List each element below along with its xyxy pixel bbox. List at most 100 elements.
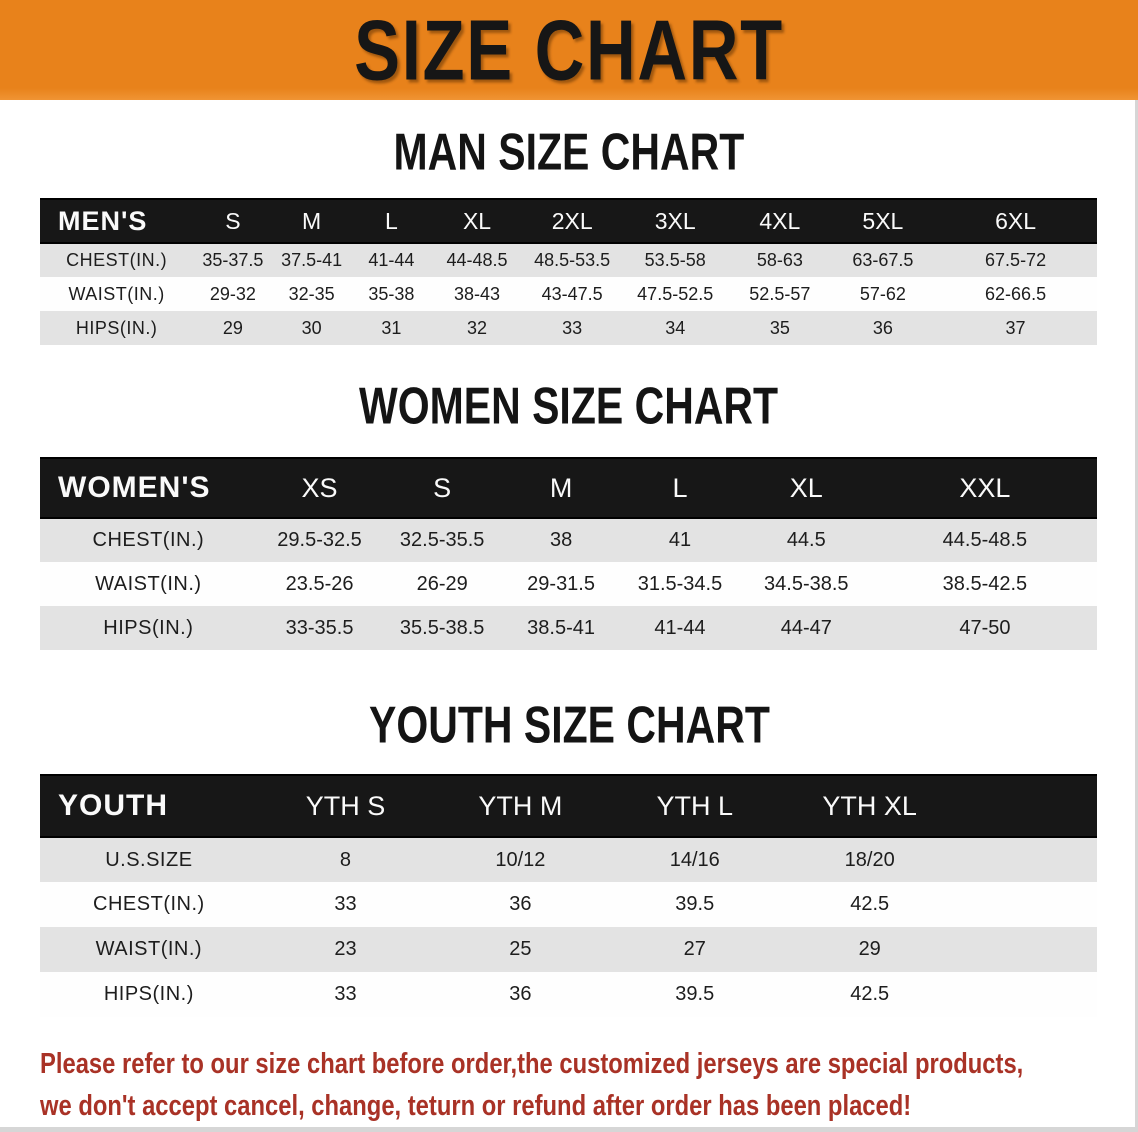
size-value: 31 (381, 317, 402, 338)
size-value: 36 (509, 983, 532, 1005)
size-value: 38-43 (454, 283, 501, 304)
table-row: HIPS(IN.) 33 36 39.5 42.5 (40, 972, 1097, 1017)
measurement-row-label: HIPS(IN.) (75, 317, 158, 338)
size-table: MEN'S S M L XL 2XL 3XL 4XL 5XL 6XL CHEST(IN.) 35-37… (40, 198, 1097, 345)
size-value: 63-67.5 (852, 250, 914, 270)
youth-section-heading: YOUTH SIZE CHART (0, 696, 1138, 754)
women-section-heading: WOMEN SIZE CHART (0, 377, 1138, 435)
size-value: 39.5 (675, 893, 715, 915)
filler-cell (957, 927, 1097, 972)
table-row: WAIST(IN.) 23 25 27 29 (40, 927, 1097, 972)
size-value: 36 (872, 317, 893, 338)
women-size-table: WOMEN'S XS S M L XL XXL CHEST(IN.) 29.5-32.5 32.5… (40, 457, 1097, 650)
size-column-header: M (272, 198, 351, 244)
size-value: 32.5-35.5 (399, 529, 485, 551)
size-column-header: S (382, 457, 502, 519)
size-value: 42.5 (850, 983, 890, 1005)
size-table: WOMEN'S XS S M L XL XXL CHEST(IN.) 29.5-32.5 32.5… (40, 457, 1097, 650)
table-title-cell: WOMEN'S (40, 457, 257, 519)
size-value: 53.5-58 (644, 250, 706, 270)
banner-title: SIZE CHART (354, 1, 784, 98)
measurement-row-label: U.S.SIZE (105, 848, 193, 871)
size-column-header: XL (432, 198, 522, 244)
size-value: 8 (339, 848, 352, 871)
men-section-heading: MAN SIZE CHART (0, 123, 1138, 181)
table-header-row: YOUTH YTH S YTH M YTH L YTH XL (40, 774, 1097, 838)
size-value: 38.5-41 (527, 616, 595, 639)
table-row: CHEST(IN.) 33 36 39.5 42.5 (40, 882, 1097, 927)
size-column-header: YTH S (257, 774, 434, 838)
measurement-row-label: WAIST(IN.) (95, 572, 202, 595)
size-value: 47.5-52.5 (637, 283, 714, 304)
youth-size-table: YOUTH YTH S YTH M YTH L YTH XL U.S.SIZE 8 10/12… (40, 774, 1097, 1017)
measurement-row-label: CHEST(IN.) (92, 529, 205, 551)
size-column-header: L (350, 198, 433, 244)
size-column-header: YTH L (607, 774, 782, 838)
size-column-header: XS (256, 457, 383, 519)
size-column-header: 5XL (831, 198, 935, 244)
size-value: 31.5-34.5 (637, 572, 723, 595)
size-value: 33 (334, 893, 357, 915)
size-value: 52.5-57 (749, 283, 811, 304)
size-value: 29-31.5 (527, 572, 595, 595)
size-value: 32-35 (288, 283, 335, 304)
size-value: 14/16 (669, 848, 720, 871)
measurement-row-label: WAIST(IN.) (95, 938, 203, 960)
size-value: 10/12 (495, 848, 546, 871)
size-value: 34 (665, 317, 686, 338)
table-row: HIPS(IN.) 29 30 31 32 33 34 35 36 37 (40, 311, 1097, 345)
size-value: 30 (301, 317, 322, 338)
size-value: 44-48.5 (446, 250, 508, 270)
size-value: 47-50 (959, 616, 1011, 639)
size-value: 35 (769, 317, 790, 338)
size-value: 58-63 (756, 250, 803, 270)
size-chart-banner: SIZE CHART (0, 0, 1138, 100)
size-value: 44.5-48.5 (942, 529, 1028, 551)
table-title-cell: YOUTH (40, 774, 258, 838)
size-value: 41-44 (368, 250, 415, 270)
size-value: 35-37.5 (202, 250, 264, 270)
measurement-row-label: CHEST(IN.) (93, 893, 205, 915)
size-value: 33 (562, 317, 583, 338)
filler-cell (957, 972, 1097, 1017)
size-value: 29 (858, 938, 881, 960)
filler-cell (957, 882, 1097, 927)
filler-cell (957, 837, 1097, 882)
size-value: 36 (509, 893, 532, 915)
size-value: 62-66.5 (985, 283, 1047, 304)
size-value: 33 (334, 983, 357, 1005)
size-value: 35.5-38.5 (399, 616, 485, 639)
size-column-header: S (193, 198, 273, 244)
size-value: 41 (668, 529, 692, 551)
size-column-header: L (620, 457, 740, 519)
size-value: 23.5-26 (285, 572, 354, 595)
size-value: 48.5-53.5 (534, 250, 611, 270)
size-value: 44.5 (786, 529, 826, 551)
measurement-row-label: CHEST(IN.) (66, 250, 168, 270)
size-column-header: XL (739, 457, 873, 519)
size-column-header: YTH M (433, 774, 608, 838)
table-title-cell: MEN'S (40, 198, 194, 244)
men-size-table: MEN'S S M L XL 2XL 3XL 4XL 5XL 6XL CHEST(IN.) 35-37… (40, 198, 1097, 345)
size-table: YOUTH YTH S YTH M YTH L YTH XL U.S.SIZE 8 10/12… (40, 774, 1097, 1017)
size-value: 38 (549, 529, 573, 551)
size-value: 33-35.5 (285, 616, 354, 639)
size-value: 25 (509, 938, 532, 960)
disclaimer-line-2: we don't accept cancel, change, teturn o… (40, 1090, 912, 1122)
size-value: 29 (222, 317, 243, 338)
size-value: 41-44 (654, 616, 706, 639)
table-row: CHEST(IN.) 29.5-32.5 32.5-35.5 38 41 44.5 44.5… (40, 518, 1097, 562)
size-column-header: 6XL (934, 198, 1097, 244)
size-column-header: 2XL (521, 198, 623, 244)
size-value: 37.5-41 (281, 250, 343, 270)
table-row: WAIST(IN.) 23.5-26 26-29 29-31.5 31.5-34.5 34… (40, 562, 1097, 606)
table-row: CHEST(IN.) 35-37.5 37.5-41 41-44 44-48.5 48.5… (40, 243, 1097, 277)
size-value: 35-38 (368, 283, 415, 304)
size-value: 34.5-38.5 (764, 572, 849, 595)
size-column-header: XXL (872, 457, 1097, 519)
size-value: 57-62 (859, 283, 906, 304)
size-value: 32 (467, 317, 488, 338)
table-row: U.S.SIZE 8 10/12 14/16 18/20 (40, 837, 1097, 882)
filler-header-cell (957, 774, 1097, 838)
